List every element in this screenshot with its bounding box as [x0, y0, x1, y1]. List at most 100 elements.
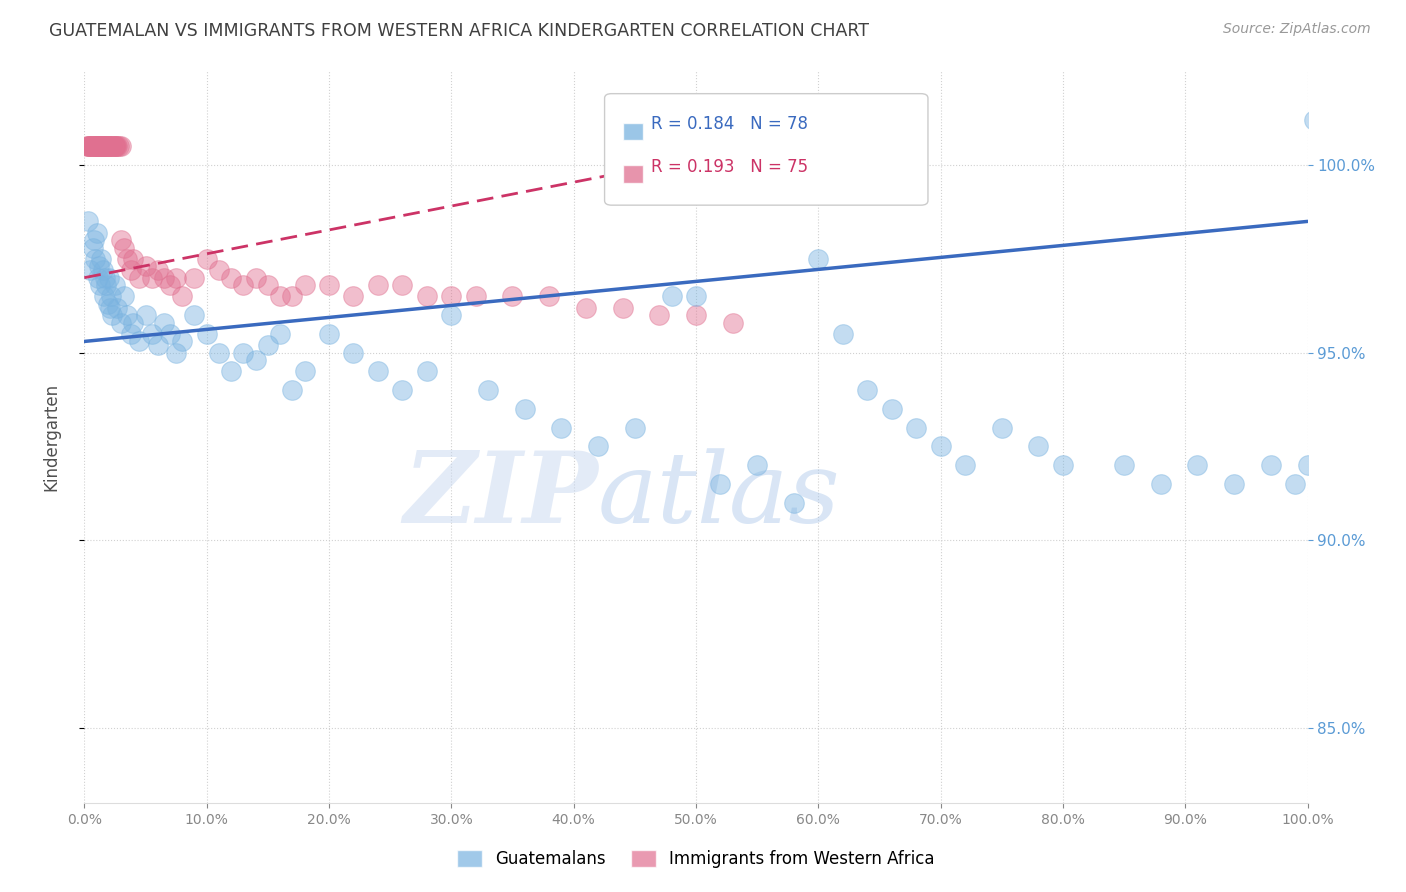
Point — [77, 139, 100, 153]
Point — [112, 289, 135, 303]
Point — [172, 334, 194, 349]
Point — [219, 364, 242, 378]
Point — [783, 496, 806, 510]
Point — [183, 270, 205, 285]
Point — [86, 139, 108, 153]
Point — [391, 278, 413, 293]
Point — [575, 301, 598, 315]
Point — [502, 289, 524, 303]
Point — [440, 289, 463, 303]
Point — [624, 420, 647, 434]
Point — [281, 289, 304, 303]
Point — [831, 326, 853, 341]
Point — [1296, 458, 1319, 473]
Point — [219, 270, 242, 285]
Point — [141, 270, 163, 285]
Point — [100, 289, 122, 303]
Point — [685, 289, 707, 303]
Point — [342, 289, 364, 303]
Point — [1052, 458, 1074, 473]
Point — [1302, 113, 1324, 128]
Point — [104, 139, 127, 153]
Point — [115, 252, 138, 266]
Point — [929, 440, 952, 454]
Point — [183, 308, 205, 322]
Point — [661, 289, 683, 303]
Point — [281, 383, 304, 397]
Point — [953, 458, 976, 473]
Point — [91, 139, 114, 153]
Point — [107, 139, 129, 153]
Point — [87, 260, 110, 274]
Point — [146, 263, 169, 277]
Point — [120, 263, 142, 277]
Point — [101, 308, 124, 322]
Point — [94, 139, 117, 153]
Point — [101, 139, 124, 153]
Point — [87, 270, 110, 285]
Point — [747, 458, 769, 473]
Point — [391, 383, 413, 397]
Point — [153, 270, 176, 285]
Point — [115, 308, 138, 322]
Point — [245, 353, 267, 368]
Point — [1028, 440, 1050, 454]
Point — [97, 270, 120, 285]
Point — [122, 252, 145, 266]
Point — [153, 316, 176, 330]
Point — [146, 338, 169, 352]
Point — [100, 139, 122, 153]
Point — [128, 334, 150, 349]
Point — [294, 278, 316, 293]
Text: GUATEMALAN VS IMMIGRANTS FROM WESTERN AFRICA KINDERGARTEN CORRELATION CHART: GUATEMALAN VS IMMIGRANTS FROM WESTERN AF… — [49, 22, 869, 40]
Point — [110, 233, 132, 247]
Point — [91, 139, 114, 153]
Y-axis label: Kindergarten: Kindergarten — [42, 383, 60, 491]
Point — [84, 139, 107, 153]
Point — [77, 139, 100, 153]
Point — [440, 308, 463, 322]
Point — [89, 278, 111, 293]
Point — [1284, 477, 1306, 491]
Point — [318, 278, 340, 293]
Point — [84, 252, 107, 266]
Point — [685, 308, 707, 322]
Point — [96, 278, 118, 293]
Point — [416, 364, 439, 378]
Point — [342, 345, 364, 359]
Point — [464, 289, 486, 303]
Point — [257, 338, 280, 352]
Point — [128, 270, 150, 285]
Point — [96, 139, 118, 153]
Point — [83, 139, 105, 153]
Point — [513, 401, 536, 416]
Point — [122, 316, 145, 330]
Text: ZIP: ZIP — [404, 448, 598, 544]
Point — [112, 241, 135, 255]
Point — [257, 278, 280, 293]
Point — [159, 278, 181, 293]
Point — [709, 477, 731, 491]
Point — [159, 326, 181, 341]
Point — [135, 308, 157, 322]
Point — [89, 139, 111, 153]
Point — [80, 139, 103, 153]
Point — [79, 139, 101, 153]
Point — [550, 420, 572, 434]
Point — [195, 326, 218, 341]
Text: R = 0.193   N = 75: R = 0.193 N = 75 — [651, 158, 808, 176]
Point — [79, 139, 101, 153]
Point — [1260, 458, 1282, 473]
Point — [367, 364, 389, 378]
Point — [87, 139, 110, 153]
Point — [97, 139, 120, 153]
Point — [208, 345, 231, 359]
Point — [91, 263, 114, 277]
Point — [141, 326, 163, 341]
Point — [86, 226, 108, 240]
Point — [1187, 458, 1209, 473]
Text: Source: ZipAtlas.com: Source: ZipAtlas.com — [1223, 22, 1371, 37]
Point — [103, 139, 125, 153]
Point — [477, 383, 499, 397]
Point — [86, 139, 108, 153]
